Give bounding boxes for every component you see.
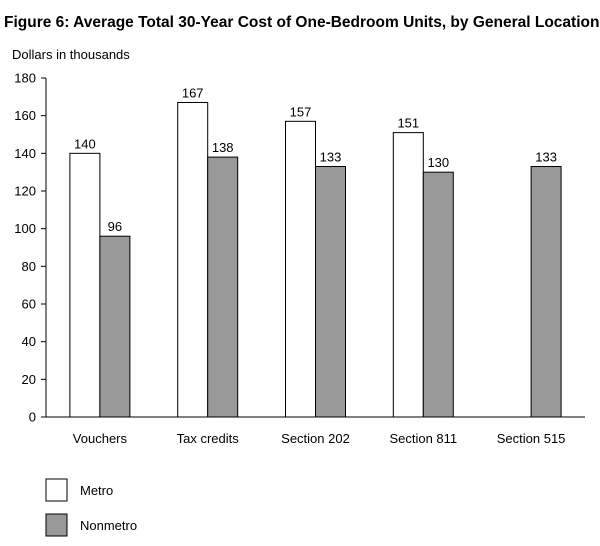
bar-metro-tax-credits (177, 101, 209, 418)
x-tick-label: Vouchers (73, 431, 128, 446)
legend-label-nonmetro: Nonmetro (80, 518, 137, 533)
x-tick-label: Tax credits (177, 431, 240, 446)
y-tick-label: 140 (14, 146, 36, 161)
y-tick-label: 180 (14, 71, 36, 86)
bars: 140 96 167 138 157 133 151 130 133 (69, 85, 562, 418)
bar-nonmetro-section-515 (530, 166, 562, 418)
x-tick-label: Section 811 (389, 431, 457, 446)
y-tick-label: 40 (22, 334, 36, 349)
y-axis-title: Dollars in thousands (12, 47, 130, 62)
legend: Metro Nonmetro (45, 478, 137, 537)
data-label: 133 (320, 150, 342, 165)
y-tick-label: 80 (22, 259, 36, 274)
data-label: 96 (108, 219, 122, 234)
data-label: 157 (290, 104, 312, 119)
data-label: 151 (397, 116, 419, 131)
data-label: 138 (212, 140, 234, 155)
bar-nonmetro-vouchers (99, 235, 131, 418)
legend-swatch-nonmetro (45, 513, 68, 537)
bar-nonmetro-section-811 (422, 171, 454, 418)
bar-nonmetro-section-202 (315, 166, 346, 418)
data-label: 140 (74, 136, 96, 151)
data-label: 130 (427, 155, 449, 170)
y-tick-label: 20 (22, 372, 36, 387)
data-label: 167 (182, 85, 204, 100)
y-tick-label: 0 (29, 410, 36, 425)
y-tick-label: 60 (22, 297, 36, 312)
y-tick-label: 160 (14, 108, 36, 123)
bar-metro-section-202 (285, 120, 316, 418)
category-labels: Vouchers Tax credits Section 202 Section 81… (73, 431, 566, 446)
bar-metro-section-811 (392, 132, 424, 418)
bar-nonmetro-tax-credits (207, 156, 239, 418)
chart-title: Figure 6: Average Total 30-Year Cost of … (4, 14, 600, 31)
x-tick-label: Section 202 (281, 431, 350, 446)
x-tick-label: Section 515 (497, 431, 566, 446)
data-label: 133 (535, 150, 557, 165)
legend-label-metro: Metro (80, 483, 113, 498)
y-tick-label: 120 (14, 184, 36, 199)
y-tick-label: 100 (14, 221, 36, 236)
legend-swatch-metro (45, 478, 68, 502)
bar-metro-vouchers (69, 152, 101, 418)
